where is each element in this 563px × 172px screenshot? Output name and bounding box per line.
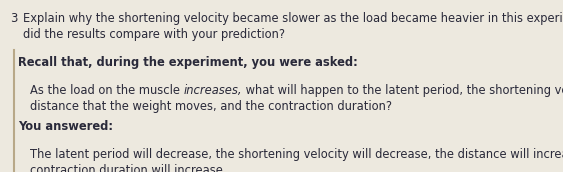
Text: As the load on the muscle: As the load on the muscle (30, 84, 184, 97)
Text: 3: 3 (10, 12, 17, 25)
Text: contraction duration will increase.: contraction duration will increase. (30, 164, 226, 172)
Text: did the results compare with your prediction?: did the results compare with your predic… (23, 28, 285, 41)
Text: Recall that, during the experiment, you were asked:: Recall that, during the experiment, you … (18, 56, 358, 69)
Text: what will happen to the latent period, the shortening velocity, the: what will happen to the latent period, t… (242, 84, 563, 97)
Text: distance that the weight moves, and the contraction duration?: distance that the weight moves, and the … (30, 100, 392, 113)
Text: You answered:: You answered: (18, 120, 113, 133)
Text: increases,: increases, (184, 84, 242, 97)
Text: Explain why the shortening velocity became slower as the load became heavier in : Explain why the shortening velocity beca… (23, 12, 563, 25)
Text: The latent period will decrease, the shortening velocity will decrease, the dist: The latent period will decrease, the sho… (30, 148, 563, 161)
